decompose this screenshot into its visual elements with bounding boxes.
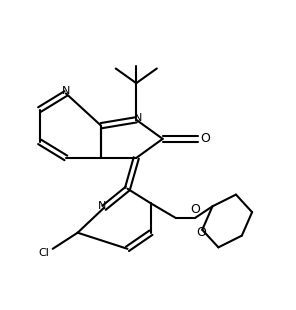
Text: N: N (62, 86, 70, 96)
Text: Cl: Cl (38, 248, 49, 258)
Text: O: O (190, 203, 200, 216)
Text: N: N (98, 201, 107, 211)
Text: N: N (133, 113, 142, 123)
Text: O: O (200, 132, 210, 145)
Text: O: O (196, 226, 206, 239)
